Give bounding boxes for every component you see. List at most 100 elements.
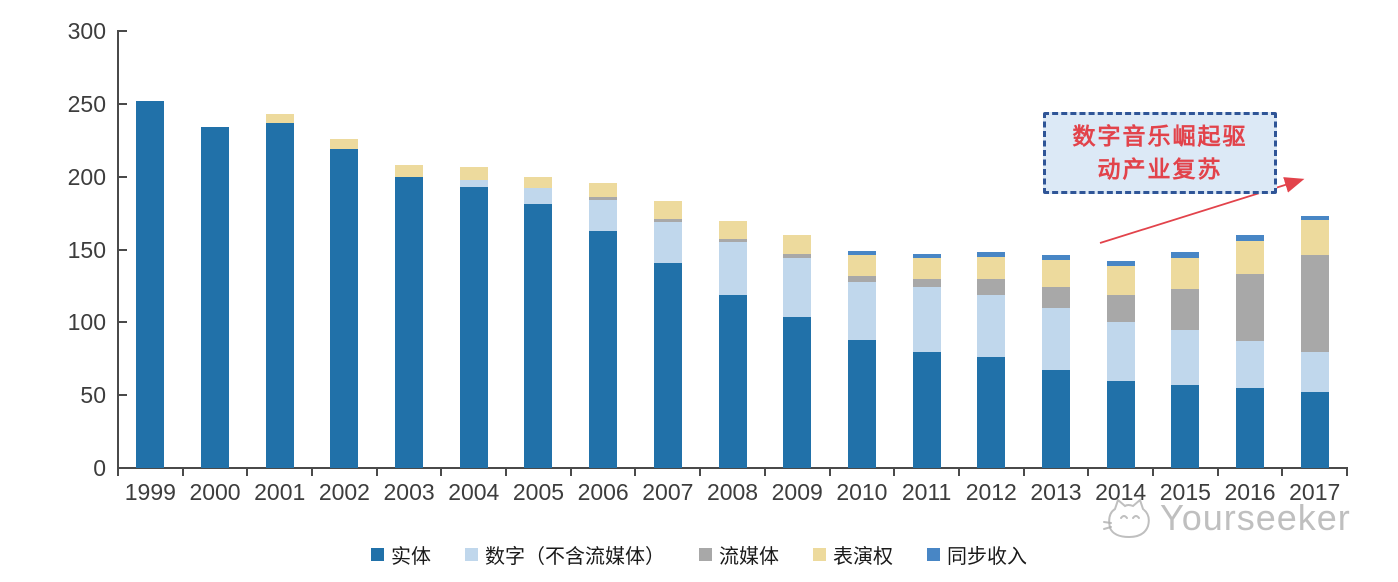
bar-segment-2007-流媒体 <box>653 218 682 222</box>
bar-segment-2015-流媒体 <box>1171 288 1200 330</box>
bar-segment-2014-数字（不含流媒体） <box>1106 322 1135 381</box>
bar-segment-2014-表演权 <box>1106 265 1135 295</box>
x-axis-label-2014: 2014 <box>1095 479 1147 505</box>
x-tick-mark <box>246 469 249 476</box>
bar-2009 <box>783 234 812 468</box>
bar-2016 <box>1236 235 1265 468</box>
bar-segment-2014-流媒体 <box>1106 294 1135 323</box>
bar-2011 <box>912 253 941 468</box>
bar-segment-2005-实体 <box>524 204 553 468</box>
bar-segment-2008-表演权 <box>718 220 747 240</box>
y-tick-mark <box>119 30 127 32</box>
bar-slot-2010 <box>830 31 895 468</box>
bar-segment-2006-数字（不含流媒体） <box>589 200 618 231</box>
bar-2000 <box>201 127 230 468</box>
bar-slot-2005 <box>506 31 571 468</box>
y-tick-mark <box>119 102 127 105</box>
bar-segment-2008-流媒体 <box>718 239 747 243</box>
bar-slot-2016 <box>1218 31 1283 468</box>
x-tick-mark <box>1151 469 1154 476</box>
x-tick-mark <box>634 469 637 476</box>
bar-segment-2000-实体 <box>201 127 230 468</box>
bar-slot-2007 <box>636 31 701 468</box>
annotation-text-line1: 数字音乐崛起驱 <box>1072 123 1248 150</box>
bar-2013 <box>1041 255 1070 468</box>
bar-2007 <box>653 201 682 468</box>
bar-segment-2012-实体 <box>977 357 1006 468</box>
y-axis-label-150: 150 <box>67 236 106 263</box>
bar-segment-2010-流媒体 <box>847 275 876 282</box>
bar-segment-2016-同步收入 <box>1236 235 1265 241</box>
bar-2010 <box>847 250 876 468</box>
x-axis-label-2004: 2004 <box>448 479 500 505</box>
bar-segment-2015-实体 <box>1171 385 1200 468</box>
bar-segment-2013-实体 <box>1041 370 1070 468</box>
bar-segment-2012-表演权 <box>977 256 1006 279</box>
bar-2012 <box>977 252 1006 468</box>
x-axis-label-2000: 2000 <box>189 479 241 505</box>
x-axis-label-2008: 2008 <box>706 479 759 505</box>
bar-segment-2006-流媒体 <box>589 197 618 201</box>
legend-swatch-icon <box>465 548 478 561</box>
x-axis-label-2002: 2002 <box>318 479 370 505</box>
bar-segment-2017-数字（不含流媒体） <box>1300 351 1329 393</box>
y-axis-line <box>117 30 119 469</box>
bar-segment-2010-数字（不含流媒体） <box>847 281 876 340</box>
bar-segment-2015-同步收入 <box>1171 252 1200 259</box>
legend-item-同步收入: 同步收入 <box>927 540 1027 569</box>
bar-1999 <box>136 100 165 468</box>
x-tick-mark <box>1216 469 1219 476</box>
bar-segment-2005-表演权 <box>524 176 553 189</box>
bar-segment-2017-同步收入 <box>1300 216 1329 221</box>
bar-segment-2014-实体 <box>1106 380 1135 468</box>
bar-segment-2007-数字（不含流媒体） <box>653 221 682 263</box>
x-axis-label-2001: 2001 <box>254 479 306 505</box>
bar-slot-2002 <box>312 31 377 468</box>
bar-segment-2003-实体 <box>395 176 424 468</box>
bar-segment-2016-实体 <box>1236 387 1265 468</box>
legend-label: 表演权 <box>833 544 893 568</box>
y-axis-label-250: 250 <box>67 90 106 117</box>
bar-segment-2016-流媒体 <box>1236 274 1265 342</box>
bar-2004 <box>459 166 488 468</box>
bar-segment-2011-同步收入 <box>912 253 941 259</box>
annotation-box: 数字音乐崛起驱 动产业复苏 <box>1043 112 1277 194</box>
x-tick-mark <box>828 469 831 476</box>
bar-segment-2016-数字（不含流媒体） <box>1236 341 1265 388</box>
legend-label: 数字（不含流媒体） <box>485 544 665 568</box>
x-tick-mark <box>117 469 119 476</box>
x-axis-label-1999: 1999 <box>124 479 176 505</box>
bar-segment-2011-实体 <box>912 351 941 468</box>
bar-slot-2004 <box>441 31 506 468</box>
x-axis-label-2003: 2003 <box>383 479 435 505</box>
x-axis-labels: 1999 2000 2001 2002 2003 2004 2005 2006 2007 2008… <box>118 479 1347 506</box>
bar-2014 <box>1106 261 1135 468</box>
y-axis-label-50: 50 <box>80 382 106 409</box>
bar-2017 <box>1300 216 1329 468</box>
bar-segment-2017-表演权 <box>1300 220 1329 256</box>
y-tick-mark <box>119 394 127 397</box>
x-tick-mark <box>893 469 896 476</box>
bar-segment-2010-实体 <box>847 339 876 468</box>
bar-slot-2013 <box>1024 31 1089 468</box>
legend-label: 实体 <box>391 544 431 568</box>
bar-segment-2013-数字（不含流媒体） <box>1041 307 1070 371</box>
legend-item-实体: 实体 <box>371 540 431 569</box>
x-tick-mark <box>1022 469 1025 476</box>
bar-segment-2002-实体 <box>330 149 359 468</box>
x-axis-label-2007: 2007 <box>642 479 694 505</box>
bar-segment-2003-表演权 <box>395 165 424 177</box>
bar-2015 <box>1171 252 1200 468</box>
x-tick-mark <box>1346 469 1348 476</box>
x-tick-mark <box>957 469 960 476</box>
bar-segment-2009-数字（不含流媒体） <box>783 258 812 317</box>
bar-segment-2015-数字（不含流媒体） <box>1171 329 1200 385</box>
bar-segment-2007-表演权 <box>653 201 682 219</box>
bar-segment-2001-表演权 <box>265 114 294 123</box>
bar-segment-2008-实体 <box>718 294 747 468</box>
bar-segment-2013-表演权 <box>1041 259 1070 288</box>
legend-item-表演权: 表演权 <box>813 540 893 569</box>
x-axis-label-2010: 2010 <box>836 479 888 505</box>
bar-slot-2015 <box>1153 31 1218 468</box>
